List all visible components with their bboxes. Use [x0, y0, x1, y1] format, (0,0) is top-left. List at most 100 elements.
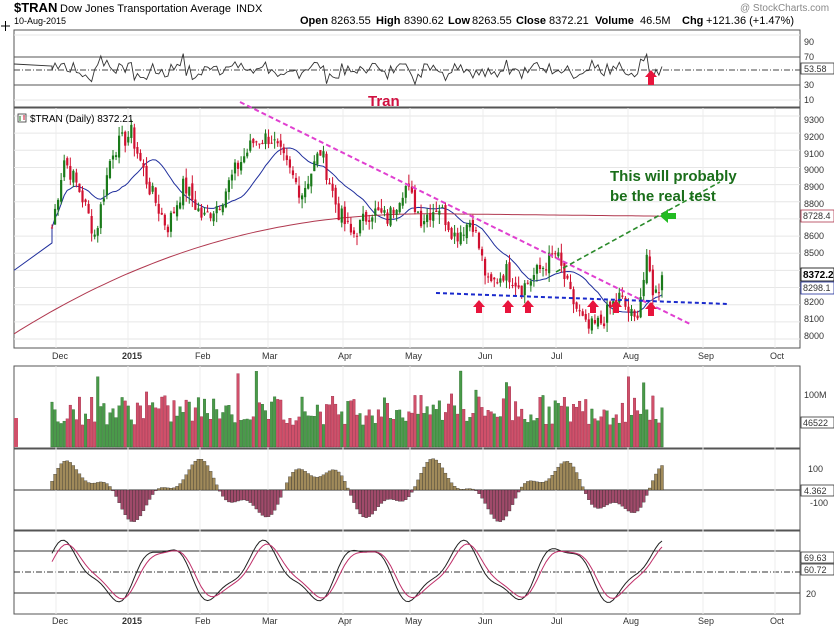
ppo-bar: [523, 483, 527, 491]
volume-bar: [630, 414, 633, 448]
candle-body: [496, 282, 499, 284]
resistance-trendline: [239, 101, 691, 325]
arrow-up-icon: [473, 300, 485, 313]
ppo-bar: [559, 463, 563, 491]
ppo-bar: [315, 477, 320, 491]
candle-body: [285, 155, 288, 161]
ppo-bar: [532, 480, 536, 491]
candle-body: [53, 208, 57, 225]
candle-body: [50, 227, 54, 229]
volume-bar: [248, 419, 252, 448]
ma50-value-tag: 8298.1: [800, 281, 834, 295]
candle-body: [111, 155, 115, 160]
candle-body: [599, 314, 603, 324]
ppo-bar: [425, 462, 429, 491]
volume-bar: [392, 419, 396, 448]
candle-body: [581, 311, 584, 316]
ppo-bar: [257, 489, 262, 513]
y-tick-label: 30: [804, 80, 814, 90]
candle-body: [261, 142, 264, 144]
candle-body: [557, 252, 560, 257]
candle-body: [304, 187, 307, 198]
candle-body: [337, 203, 340, 221]
ppo-bar: [629, 489, 634, 513]
ppo-bar: [324, 472, 329, 491]
ppo-bar: [99, 481, 103, 491]
volume-bar: [209, 419, 213, 448]
volume-bar: [410, 412, 414, 448]
x-tick-label: Feb: [195, 351, 211, 361]
svg-text:8372.2: 8372.2: [803, 270, 834, 281]
volume-bar: [437, 400, 441, 448]
ppo-bar: [163, 487, 167, 491]
volume-bar: [572, 404, 575, 448]
candle-body: [252, 138, 255, 144]
ppo-bar: [446, 478, 451, 491]
volume-bar: [367, 409, 371, 448]
candle-body: [505, 264, 508, 281]
volume-bar: [135, 402, 139, 448]
volume-bar: [398, 409, 402, 448]
candle-body: [264, 133, 267, 145]
ppo-bar: [510, 489, 515, 505]
ppo-bar: [236, 489, 240, 502]
candle-body: [179, 202, 182, 209]
volume-bar: [184, 399, 188, 448]
volume-bar: [325, 404, 328, 448]
ppo-bar: [245, 489, 249, 501]
candle-body: [651, 269, 654, 296]
candle-body: [596, 317, 600, 327]
volume-bar: [364, 415, 368, 448]
svg-text:8728.4: 8728.4: [803, 211, 831, 221]
x-axis-middle: Dec 2015 Feb Mar Apr May Jun Jul Aug Sep…: [52, 351, 785, 361]
ppo-bar: [462, 489, 466, 491]
volume-bar: [422, 413, 426, 448]
ppo-bar: [83, 480, 88, 491]
candle-body: [246, 152, 249, 157]
volume-bar: [138, 405, 142, 448]
volume-bar: [105, 424, 109, 448]
volume-bar: [276, 399, 280, 448]
volume-bar: [642, 382, 646, 448]
ppo-bar: [108, 486, 112, 491]
volume-bar: [297, 416, 301, 448]
exchange: INDX: [236, 3, 263, 15]
ppo-bar: [239, 489, 243, 501]
close-value: 8372.21: [549, 15, 589, 27]
candle-body: [169, 212, 173, 232]
volume-label: Volume: [595, 15, 634, 27]
chart-header: $TRAN Dow Jones Transportation Average I…: [14, 0, 829, 27]
candle-body: [200, 207, 203, 218]
y-tick-label: 70: [804, 52, 814, 62]
ppo-bar: [59, 463, 63, 491]
price-candles: [50, 119, 664, 334]
y-tick-label: 10: [804, 95, 814, 105]
ppo-bar: [184, 474, 188, 491]
rsi-path: [13, 52, 663, 86]
volume-bar: [328, 404, 331, 448]
ppo-bar: [654, 473, 658, 491]
volume-bar: [434, 409, 438, 448]
candle-body: [633, 310, 636, 317]
ppo-bar: [138, 489, 143, 517]
candle-body: [380, 208, 383, 213]
candle-body: [578, 310, 581, 312]
ppo-bar: [648, 487, 652, 491]
svg-text:8298.1: 8298.1: [803, 283, 831, 293]
candle-body: [139, 152, 142, 161]
ppo-bar: [53, 474, 57, 491]
candle-body: [294, 177, 298, 183]
candle-body: [93, 234, 96, 237]
volume-bar: [480, 407, 484, 448]
volume-bar: [520, 408, 524, 448]
ppo-bar: [587, 489, 591, 500]
ppo-bar: [178, 483, 182, 491]
candle-body: [142, 162, 145, 168]
ppo-bar: [471, 488, 475, 491]
ppo-bar: [440, 467, 445, 491]
candle-body: [279, 140, 282, 147]
ppo-bar: [141, 489, 146, 511]
y-tick-label: 90: [804, 37, 814, 47]
svg-text:4.362: 4.362: [804, 486, 827, 496]
ppo-bar: [340, 475, 344, 491]
